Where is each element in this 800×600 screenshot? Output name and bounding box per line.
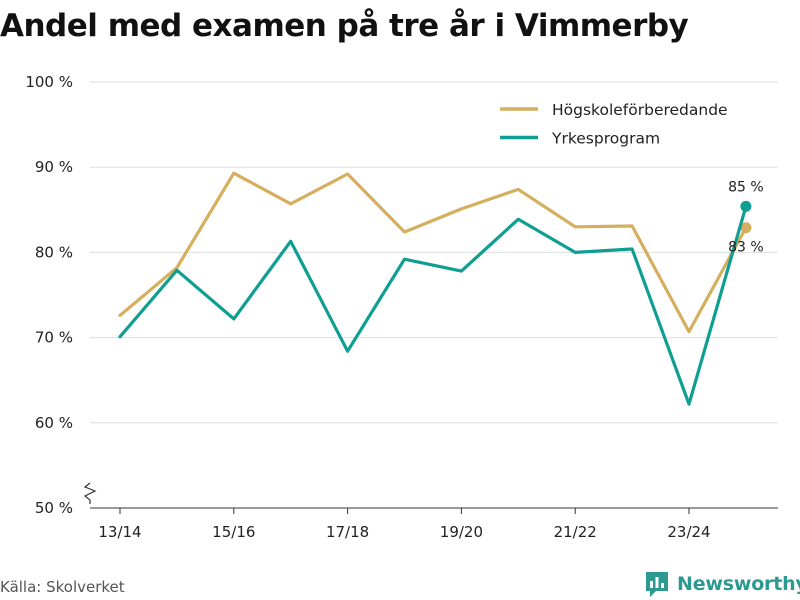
source-note: Källa: Skolverket bbox=[0, 578, 125, 596]
bar-chart-icon bbox=[646, 572, 668, 597]
end-point bbox=[740, 222, 752, 234]
series-line bbox=[118, 171, 748, 334]
y-tick-label: 50 % bbox=[35, 499, 73, 517]
end-point bbox=[740, 200, 752, 212]
brand-logo[interactable]: Newsworthy bbox=[644, 569, 800, 599]
axis-break-icon bbox=[83, 482, 97, 504]
legend: Högskoleförberedande Yrkesprogram bbox=[500, 101, 728, 148]
y-tick-label: 80 % bbox=[35, 243, 73, 261]
y-axis-ticks: 50 % 60 % 70 % 80 % 90 % 100 % bbox=[25, 73, 73, 517]
x-tick-label: 19/20 bbox=[440, 523, 483, 541]
y-tick-label: 70 % bbox=[35, 329, 73, 347]
legend-label: Högskoleförberedande bbox=[552, 101, 728, 119]
x-tick-label: 23/24 bbox=[667, 523, 710, 541]
end-value-label: 83 % bbox=[728, 240, 764, 256]
x-axis: 13/14 15/16 17/18 19/20 21/22 23/24 bbox=[83, 482, 778, 541]
chart-title: Andel med examen på tre år i Vimmerby bbox=[0, 8, 689, 44]
y-tick-label: 90 % bbox=[35, 158, 73, 176]
series-line bbox=[118, 204, 748, 406]
x-tick-label: 15/16 bbox=[212, 523, 255, 541]
gridlines bbox=[90, 81, 778, 424]
x-tick-label: 21/22 bbox=[554, 523, 597, 541]
x-tick-label: 13/14 bbox=[98, 523, 141, 541]
series-lines: 83 % 85 % bbox=[118, 171, 764, 406]
x-tick-label: 17/18 bbox=[326, 523, 369, 541]
y-tick-label: 100 % bbox=[25, 73, 73, 91]
legend-label: Yrkesprogram bbox=[551, 130, 660, 148]
brand-name: Newsworthy bbox=[677, 573, 800, 595]
y-tick-label: 60 % bbox=[35, 414, 73, 432]
end-value-label: 85 % bbox=[728, 179, 764, 195]
